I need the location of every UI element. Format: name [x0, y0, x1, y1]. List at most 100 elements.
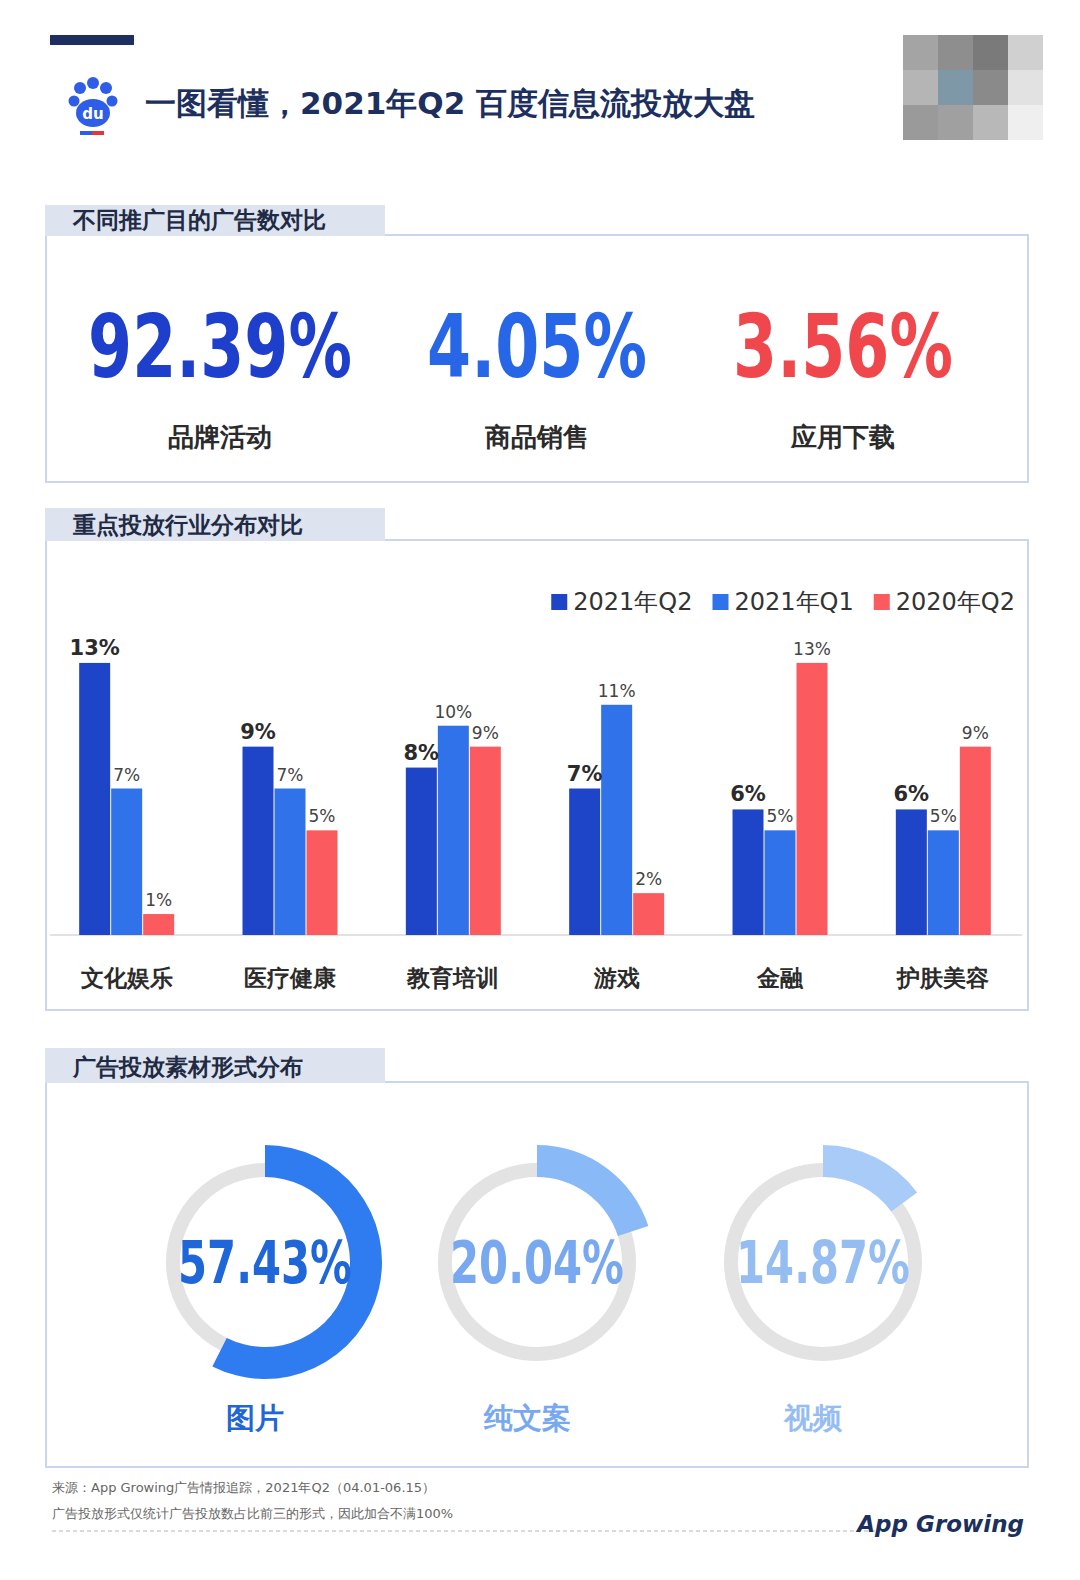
x-tick-label: 游戏 [593, 965, 640, 991]
stat-label: 商品销售 [484, 422, 589, 452]
data-label: 13% [70, 636, 120, 660]
x-tick-label: 文化娱乐 [80, 965, 173, 991]
top-bar [50, 35, 134, 45]
thumbnail [903, 105, 938, 140]
source: 来源：App Growing广告情报追踪，2021年Q2（04.01-06.15… [52, 1480, 435, 1495]
bar [438, 726, 469, 935]
donut-value: 57.43% [178, 1229, 352, 1297]
logo-dot [107, 96, 118, 107]
bar [733, 809, 764, 935]
tab-bg [45, 205, 385, 236]
logo-dot [69, 96, 80, 107]
tab-bg [45, 508, 385, 541]
baseline [50, 934, 1022, 936]
section-title: 广告投放素材形式分布 [72, 1054, 303, 1080]
logo-dot [74, 82, 86, 94]
thumbnail [938, 105, 973, 140]
thumbnail [973, 105, 1008, 140]
data-label: 6% [894, 782, 930, 806]
donut-value: 20.04% [450, 1229, 624, 1297]
logo-pad [76, 99, 110, 127]
bar [797, 663, 828, 935]
bar [470, 747, 501, 935]
donut-center: 20.04% [450, 1229, 624, 1297]
bar [601, 705, 632, 935]
section-tab: 不同推广目的广告数对比 [45, 205, 385, 236]
panel [46, 540, 1028, 1010]
panel [46, 235, 1028, 482]
stat-value: 92.39% [88, 296, 352, 398]
bar [243, 747, 274, 935]
data-label: 11% [598, 681, 636, 701]
data-label: 5% [309, 806, 336, 826]
data-label: 7% [113, 765, 140, 785]
data-label: 7% [567, 762, 603, 786]
legend-swatch [874, 594, 890, 610]
donut-label: 纯文案 [483, 1401, 571, 1435]
stat-label: 应用下载 [790, 422, 895, 452]
stat-group: 3.56% [733, 296, 953, 398]
bar [143, 914, 174, 935]
panel [46, 1082, 1028, 1467]
thumbnail [1008, 105, 1043, 140]
thumbnail [1008, 70, 1043, 105]
legend-label: 2020年Q2 [896, 588, 1015, 616]
stat-value: 4.05% [427, 296, 647, 398]
infographic: du 一图看懂，2021年Q2 百度信息流投放大盘不同推广目的广告数对比 92.39… [0, 0, 1080, 1580]
donut-value: 14.87% [736, 1229, 910, 1297]
section-title: 不同推广目的广告数对比 [72, 207, 326, 233]
logo-dot [87, 77, 99, 89]
x-tick-label: 金融 [756, 965, 804, 991]
bar [960, 747, 991, 935]
x-tick-label: 教育培训 [406, 965, 499, 991]
data-label: 9% [472, 723, 499, 743]
data-labels: 13%7%1%9%7%5%8%10%9%7%11%2%6%5%13%6%5%9% [70, 636, 989, 910]
donut-label: 视频 [783, 1401, 842, 1435]
thumbnail [1008, 35, 1043, 70]
legend-label: 2021年Q1 [735, 588, 854, 616]
data-label: 7% [277, 765, 304, 785]
bar [569, 789, 600, 936]
data-label: 1% [145, 890, 172, 910]
tab-bg [45, 1048, 385, 1083]
thumbnail [973, 70, 1008, 105]
brand: App Growing [855, 1511, 1024, 1537]
logo-bar [92, 131, 104, 135]
section-tab: 广告投放素材形式分布 [45, 1048, 385, 1083]
donut-label: 图片 [226, 1401, 284, 1435]
thumbnail [938, 70, 973, 105]
bar [406, 768, 437, 935]
title: 一图看懂，2021年Q2 百度信息流投放大盘 [145, 85, 755, 121]
donut-arc [537, 1145, 648, 1236]
legend-swatch [713, 594, 729, 610]
logo: du [69, 77, 118, 135]
stat-value: 3.56% [733, 296, 953, 398]
section-tab: 重点投放行业分布对比 [45, 508, 385, 541]
divider [52, 1531, 880, 1532]
thumbnail [973, 35, 1008, 70]
bar [633, 893, 664, 935]
data-label: 13% [793, 639, 831, 659]
data-label: 9% [962, 723, 989, 743]
donut-arc [823, 1145, 917, 1211]
donut-center: 14.87% [736, 1229, 910, 1297]
section-title: 重点投放行业分布对比 [72, 512, 303, 538]
bar [307, 830, 338, 935]
data-label: 2% [635, 869, 662, 889]
x-tick-label: 护肤美容 [896, 965, 989, 991]
bar [896, 809, 927, 935]
data-label: 5% [767, 806, 794, 826]
legend: 2020年Q2 2021年Q1 2021年Q2 [551, 588, 1015, 616]
data-label: 8% [404, 741, 440, 765]
stat-group: 4.05% [427, 296, 647, 398]
bar [111, 789, 142, 936]
note: 广告投放形式仅统计广告投放数占比前三的形式，因此加合不满100% [52, 1506, 453, 1521]
bar [275, 789, 306, 936]
bar [928, 830, 959, 935]
data-label: 9% [240, 720, 276, 744]
legend-label: 2021年Q2 [573, 588, 692, 616]
legend-swatch [551, 594, 567, 610]
data-label: 10% [434, 702, 472, 722]
logo-text: du [82, 105, 103, 123]
thumbnail [903, 35, 938, 70]
